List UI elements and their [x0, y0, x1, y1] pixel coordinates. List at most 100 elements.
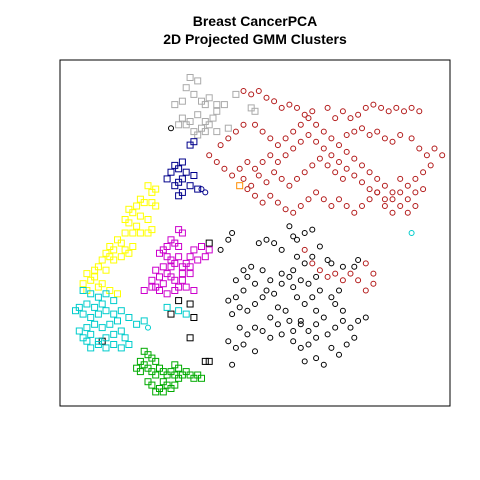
scatter-point-s4-3 — [175, 165, 183, 173]
scatter-point-s2-124 — [301, 169, 308, 176]
scatter-point-s2-54 — [290, 145, 297, 152]
scatter-point-s9-27 — [110, 330, 118, 338]
scatter-point-s2-117 — [248, 182, 255, 189]
scatter-point-s2-56 — [274, 159, 281, 165]
scatter-point-s8-4 — [175, 243, 183, 250]
scatter-point-s9-30 — [125, 341, 133, 348]
scatter-point-s9-38 — [140, 317, 148, 325]
scatter-point-s2-38 — [412, 175, 419, 182]
scatter-point-s0-18 — [290, 284, 297, 291]
scatter-point-s0-6 — [271, 240, 278, 247]
scatter-point-s2-52 — [305, 132, 312, 138]
scatter-point-s3-11 — [213, 107, 221, 115]
scatter-point-s0-39 — [259, 294, 266, 301]
scatter-point-s0-14 — [267, 277, 274, 284]
scatter-point-s2-36 — [427, 162, 434, 169]
scatter-point-s0-52 — [297, 321, 304, 328]
scatter-point-s0-68 — [240, 341, 247, 348]
scatter-point-s2-20 — [401, 108, 407, 115]
scatter-point-s0-64 — [343, 341, 350, 348]
scatter-point-s0-49 — [267, 334, 274, 341]
scatter-point-s8-37 — [171, 287, 179, 294]
scatter-point-s2-125 — [309, 162, 316, 169]
scatter-point-s8-36 — [178, 270, 186, 278]
scatter-point-s3-5 — [171, 101, 179, 109]
plot-frame — [59, 59, 451, 407]
scatter-point-s0-83 — [301, 260, 308, 267]
scatter-point-s2-102 — [351, 155, 358, 162]
scatter-point-s8-1 — [178, 229, 186, 237]
scatter-point-s0-79 — [309, 253, 316, 260]
scatter-point-s0-34 — [225, 297, 232, 304]
scatter-point-s4-10 — [178, 175, 186, 183]
scatter-point-s2-82 — [336, 196, 342, 203]
scatter-point-s5-0 — [198, 186, 205, 193]
scatter-point-s5-1 — [202, 189, 209, 196]
scatter-point-s0-8 — [248, 263, 255, 270]
scatter-point-s3-21 — [205, 121, 213, 129]
scatter-point-s2-80 — [320, 196, 327, 203]
scatter-point-s2-49 — [328, 152, 335, 159]
scatter-point-s0-27 — [336, 287, 342, 294]
scatter-point-s0-45 — [236, 324, 243, 331]
scatter-point-s1-6 — [167, 310, 175, 318]
scatter-point-s0-67 — [232, 344, 239, 351]
scatter-point-s2-37 — [420, 169, 427, 176]
scatter-point-s9-1 — [87, 290, 95, 298]
scatter-point-s9-28 — [117, 327, 125, 335]
scatter-point-s2-88 — [381, 203, 388, 209]
scatter-point-s0-86 — [286, 273, 293, 280]
scatter-point-s11-26 — [159, 388, 167, 396]
scatter-point-s2-55 — [282, 152, 289, 159]
scatter-point-s4-15 — [175, 192, 183, 200]
scatter-point-s2-34 — [431, 145, 438, 152]
scatter-point-s0-69 — [252, 348, 258, 355]
scatter-point-s0-76 — [297, 317, 304, 324]
scatter-point-s0-91 — [290, 233, 297, 240]
scatter-point-s9-6 — [91, 303, 99, 311]
chart-title-line-1: Breast CancerPCA — [193, 13, 318, 29]
scatter-point-s2-51 — [313, 138, 320, 145]
scatter-point-s9-4 — [110, 297, 118, 305]
scatter-point-s8-32 — [205, 246, 213, 254]
scatter-point-s2-69 — [240, 121, 247, 128]
scatter-point-s2-90 — [397, 203, 404, 209]
scatter-point-s0-41 — [282, 307, 289, 314]
scatter-point-s0-21 — [313, 273, 320, 280]
scatter-point-s2-136 — [347, 270, 354, 277]
scatter-point-s4-5 — [182, 168, 190, 176]
scatter-point-s0-72 — [313, 355, 320, 362]
scatter-point-s2-44 — [366, 186, 373, 193]
scatter-point-s2-46 — [351, 172, 358, 179]
scatter-point-s2-111 — [282, 135, 289, 142]
scatter-point-s2-86 — [366, 196, 373, 203]
scatter-point-s8-25 — [159, 280, 167, 288]
scatter-point-s9-20 — [91, 320, 99, 328]
scatter-point-s0-1 — [229, 230, 236, 236]
scatter-point-s3-22 — [201, 128, 209, 136]
scatter-point-s3-1 — [194, 77, 202, 85]
scatter-point-s0-43 — [274, 321, 281, 328]
scatter-point-s0-62 — [355, 317, 362, 324]
scatter-point-s0-30 — [313, 307, 320, 314]
scatter-point-s9-2 — [94, 293, 102, 301]
scatter-point-s2-135 — [339, 277, 346, 284]
scatter-point-s3-2 — [182, 84, 190, 92]
scatter-point-s8-20 — [171, 276, 179, 284]
scatter-point-s2-100 — [366, 169, 373, 176]
scatter-point-s9-17 — [114, 317, 121, 325]
scatter-point-s3-24 — [213, 128, 221, 136]
scatter-point-s3-23 — [194, 131, 202, 139]
scatter-point-s2-60 — [244, 159, 251, 165]
scatter-point-s3-26 — [232, 90, 240, 98]
scatter-point-s2-91 — [404, 196, 411, 203]
scatter-point-s2-87 — [374, 189, 381, 196]
scatter-point-s9-12 — [94, 310, 102, 318]
scatter-point-s0-73 — [320, 361, 327, 368]
scatter-point-s3-9 — [213, 101, 221, 109]
scatter-point-s11-25 — [152, 388, 160, 396]
scatter-point-s2-132 — [316, 267, 323, 274]
scatter-point-s2-59 — [252, 165, 258, 172]
scatter-point-s8-35 — [186, 263, 194, 271]
